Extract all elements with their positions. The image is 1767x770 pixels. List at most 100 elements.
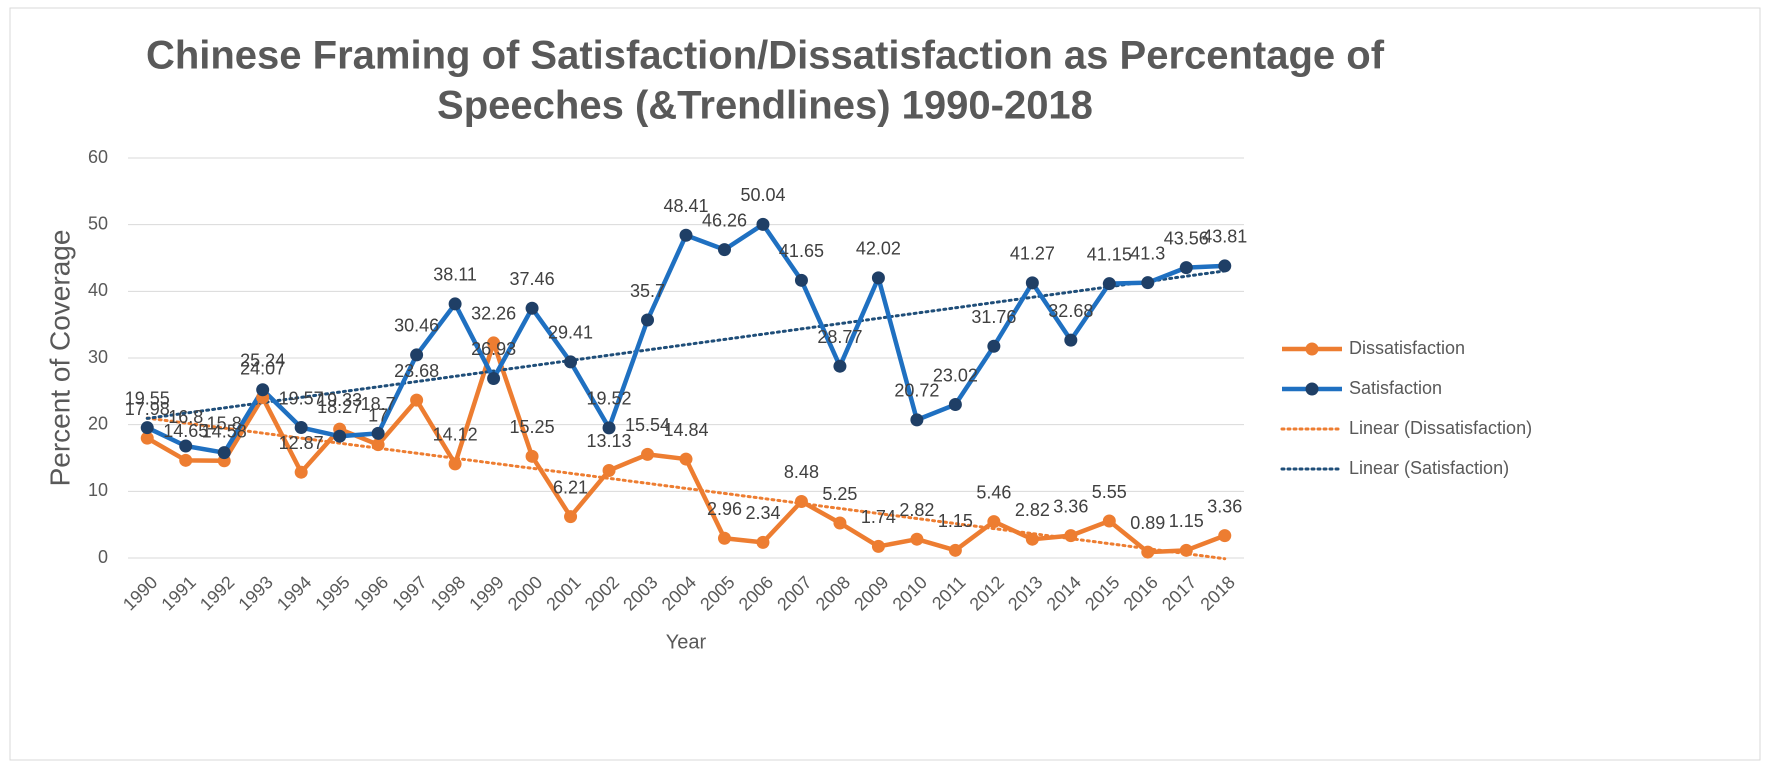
data-label: 1.15 [938,511,973,531]
data-point [487,336,501,350]
data-label: 17 [368,405,388,425]
data-point [1218,529,1232,543]
data-label: 14.12 [433,425,478,445]
data-label: 17.98 [125,399,170,419]
data-point [564,510,578,524]
data-point [448,457,462,471]
y-tick-label: 10 [88,480,108,500]
data-label: 14.65 [163,421,208,441]
data-label: 8.48 [784,462,819,482]
data-label: 41.65 [779,241,824,261]
chart-frame [9,7,1761,761]
chart-title: Chinese Framing of Satisfaction/Dissatis… [146,34,1385,78]
data-point [564,355,578,369]
data-point [371,426,385,440]
data-point [1025,276,1039,290]
data-point [333,429,347,443]
legend-label: Satisfaction [1349,378,1442,398]
data-label: 32.26 [471,304,516,324]
data-label: 2.82 [1015,500,1050,520]
data-label: 2.82 [899,500,934,520]
data-point [679,452,693,466]
data-label: 1.74 [861,507,896,527]
data-label: 19.33 [317,390,362,410]
data-label: 2.96 [707,499,742,519]
data-point [256,383,270,397]
data-point [1102,277,1116,291]
data-label: 32.68 [1048,301,1093,321]
data-label: 41.15 [1087,244,1132,264]
data-point [410,348,424,362]
y-tick-label: 0 [98,547,108,567]
y-tick-label: 40 [88,280,108,300]
data-point [410,393,424,407]
data-label: 23.02 [933,365,978,385]
data-point [794,494,808,508]
data-point [217,446,231,460]
data-label: 20.72 [894,381,939,401]
data-label: 18.27 [317,397,362,417]
data-label: 14.58 [202,422,247,442]
data-label: 15.8 [207,413,242,433]
y-tick-label: 60 [88,147,108,167]
data-point [756,535,770,549]
data-label: 13.13 [587,431,632,451]
data-point [987,339,1001,353]
data-label: 0.89 [1130,513,1165,533]
data-label: 42.02 [856,239,901,259]
data-point [294,465,308,479]
data-point [794,273,808,287]
data-label: 35.7 [630,281,665,301]
data-point [525,301,539,315]
data-label: 28.77 [817,327,862,347]
data-label: 37.46 [510,269,555,289]
data-point [140,431,154,445]
data-point [1025,532,1039,546]
data-label: 5.25 [822,484,857,504]
data-point [833,516,847,530]
data-point [1141,545,1155,559]
data-label: 41.3 [1130,243,1165,263]
data-label: 31.76 [971,307,1016,327]
data-label: 38.11 [433,265,477,285]
y-tick-label: 30 [88,347,108,367]
data-point [641,447,655,461]
data-label: 23.68 [394,361,439,381]
data-point [1179,543,1193,557]
data-point [910,532,924,546]
legend-label: Linear (Dissatisfaction) [1349,418,1532,438]
data-point [987,515,1001,529]
data-label: 41.27 [1010,244,1055,264]
data-point [140,421,154,435]
data-point [1102,514,1116,528]
data-point [602,463,616,477]
data-label: 26.93 [471,339,516,359]
data-label: 48.41 [663,196,708,216]
data-point [717,531,731,545]
data-point [1141,276,1155,290]
data-label: 12.87 [279,433,324,453]
data-label: 2.34 [745,503,780,523]
legend-label: Dissatisfaction [1349,338,1465,358]
data-point [948,543,962,557]
data-point [1064,333,1078,347]
x-axis-label: Year [666,631,707,653]
data-point [756,217,770,231]
data-point [1218,259,1232,273]
data-label: 19.57 [279,388,324,408]
data-point [602,421,616,435]
data-label: 24.07 [240,358,285,378]
trendline [145,269,1227,420]
chart-title: Speeches (&Trendlines) 1990-2018 [437,84,1093,128]
data-label: 15.54 [625,415,670,435]
data-label: 3.36 [1053,496,1088,516]
data-point [833,359,847,373]
data-label: 14.84 [663,420,708,440]
y-tick-label: 50 [88,213,108,233]
y-tick-label: 20 [88,413,108,433]
data-label: 19.52 [587,389,632,409]
data-point [179,453,193,467]
data-label: 1.15 [1169,511,1204,531]
data-point [641,313,655,327]
data-point [294,421,308,435]
